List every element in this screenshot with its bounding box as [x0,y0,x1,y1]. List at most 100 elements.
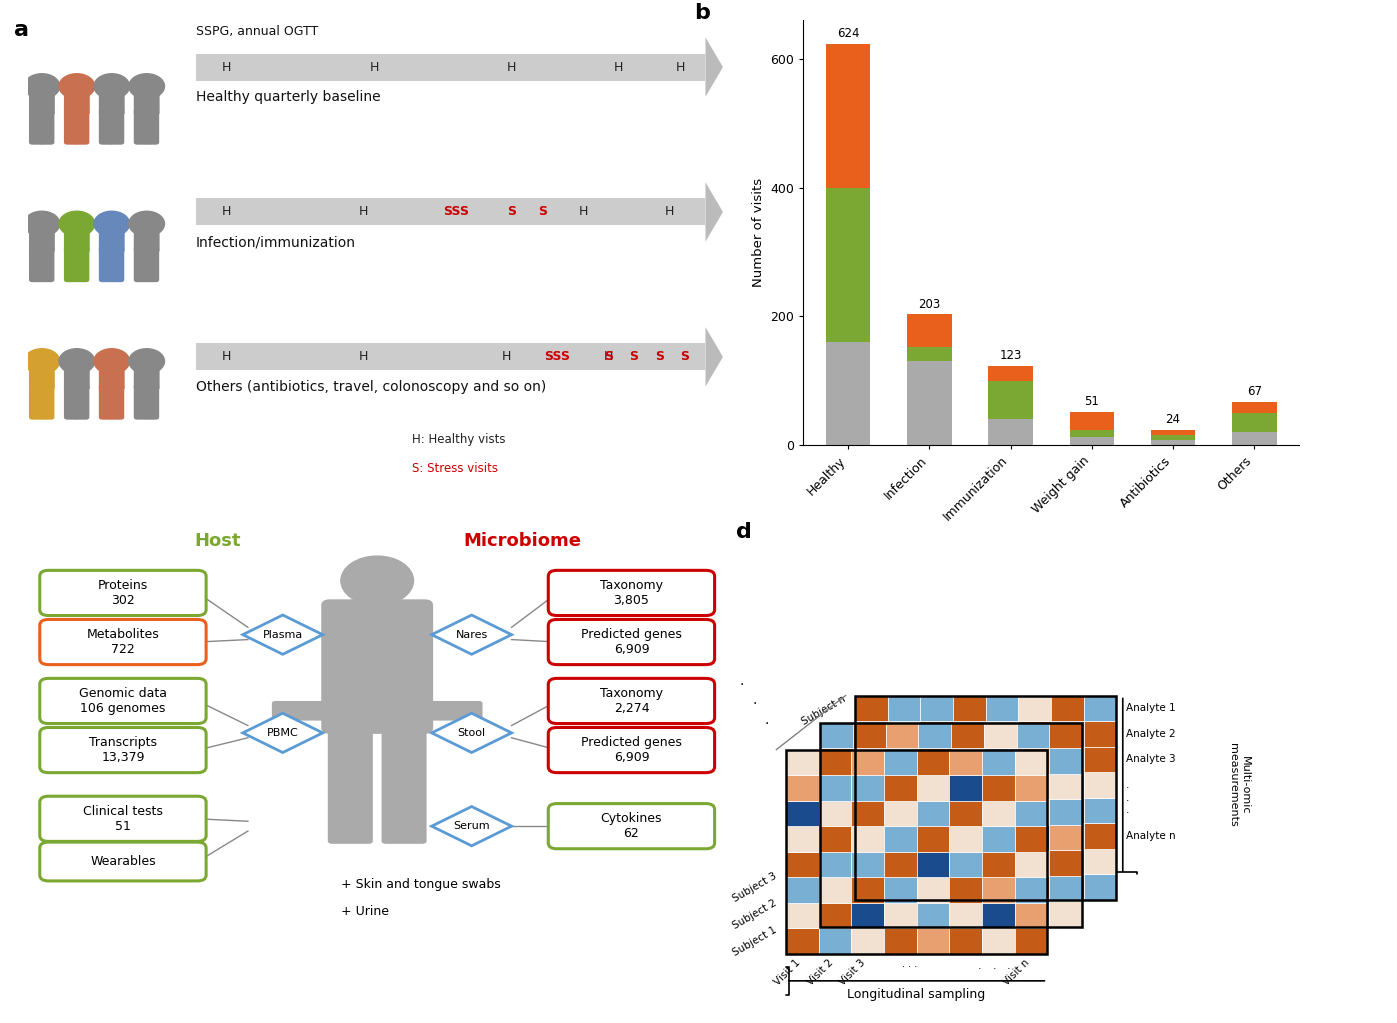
Text: Nares: Nares [455,630,488,639]
Text: H: H [578,206,588,219]
Bar [916,827,950,852]
FancyBboxPatch shape [328,720,373,844]
Bar [820,722,854,748]
Bar [854,773,886,799]
Bar [982,928,1014,953]
Bar [1049,876,1081,901]
Circle shape [129,349,165,373]
Text: 203: 203 [918,298,940,311]
Bar [851,902,884,928]
Bar [1070,437,1115,445]
Text: 51: 51 [1084,395,1099,408]
Bar [887,747,921,772]
Text: .: . [764,713,770,727]
Bar [1232,413,1277,432]
Bar [953,747,986,772]
Bar [982,878,1014,902]
Bar [886,773,918,799]
Bar [986,849,1018,875]
Bar [1070,430,1115,437]
Bar [785,852,819,878]
FancyBboxPatch shape [39,247,54,282]
FancyBboxPatch shape [134,384,148,419]
Bar [982,902,1014,928]
Text: Infection/immunization: Infection/immunization [196,235,356,250]
Polygon shape [243,615,323,655]
Polygon shape [705,38,724,97]
Text: Serum: Serum [453,821,490,831]
Bar [887,772,921,798]
Bar [1017,901,1049,927]
Bar [1084,696,1116,721]
Bar [886,876,918,901]
Bar [884,878,916,902]
Text: 123: 123 [999,349,1021,362]
Bar [982,750,1014,775]
FancyBboxPatch shape [99,221,124,253]
Text: Metabolites
722: Metabolites 722 [87,628,159,656]
Bar [1051,849,1084,875]
Bar [1084,798,1116,824]
FancyBboxPatch shape [109,247,124,282]
Bar [982,801,1014,827]
Bar [986,772,1018,798]
Bar [953,798,986,824]
Text: 24: 24 [1165,412,1180,426]
Bar [1084,849,1116,875]
Bar [982,852,1014,878]
Y-axis label: Number of visits: Number of visits [752,178,764,287]
Text: Predicted genes
6,909: Predicted genes 6,909 [581,628,682,656]
Bar [921,798,953,824]
Bar [886,799,918,825]
Bar [196,198,705,225]
Text: H: H [604,350,613,363]
FancyBboxPatch shape [381,720,426,844]
Bar [1070,412,1115,430]
Bar [886,850,918,876]
Bar [921,849,953,875]
FancyBboxPatch shape [29,384,43,419]
Text: Subject 1: Subject 1 [731,925,778,958]
Bar [851,775,884,801]
Bar [819,928,851,953]
FancyBboxPatch shape [74,384,89,419]
Text: 624: 624 [837,27,859,40]
Text: Predicted genes
6,909: Predicted genes 6,909 [581,737,682,764]
Bar [918,901,951,927]
Bar [986,875,1018,900]
Bar [921,875,953,900]
Bar [951,799,983,825]
FancyBboxPatch shape [134,84,159,116]
Text: H: Healthy vists: H: Healthy vists [412,433,506,446]
Bar [854,901,886,927]
Circle shape [24,74,60,99]
FancyBboxPatch shape [39,727,207,772]
Bar [785,775,819,801]
Bar [953,849,986,875]
Polygon shape [705,327,724,387]
Bar [951,748,983,773]
Bar [887,849,921,875]
FancyBboxPatch shape [39,842,207,881]
FancyBboxPatch shape [29,84,54,116]
FancyBboxPatch shape [74,108,89,144]
Bar [886,825,918,850]
FancyBboxPatch shape [144,247,159,282]
Bar [921,824,953,849]
FancyBboxPatch shape [64,221,89,253]
Bar [918,773,951,799]
FancyBboxPatch shape [39,108,54,144]
Text: H: H [222,60,231,74]
Text: .: . [1126,805,1129,815]
Bar [1017,773,1049,799]
Text: Subject 3: Subject 3 [731,871,778,903]
Bar [819,750,851,775]
Bar [1018,747,1051,772]
Bar [820,876,854,901]
Bar [921,747,953,772]
Text: S: S [507,206,517,219]
Text: .: . [1126,780,1129,790]
FancyBboxPatch shape [64,247,78,282]
FancyBboxPatch shape [29,221,54,253]
Bar [1049,850,1081,876]
